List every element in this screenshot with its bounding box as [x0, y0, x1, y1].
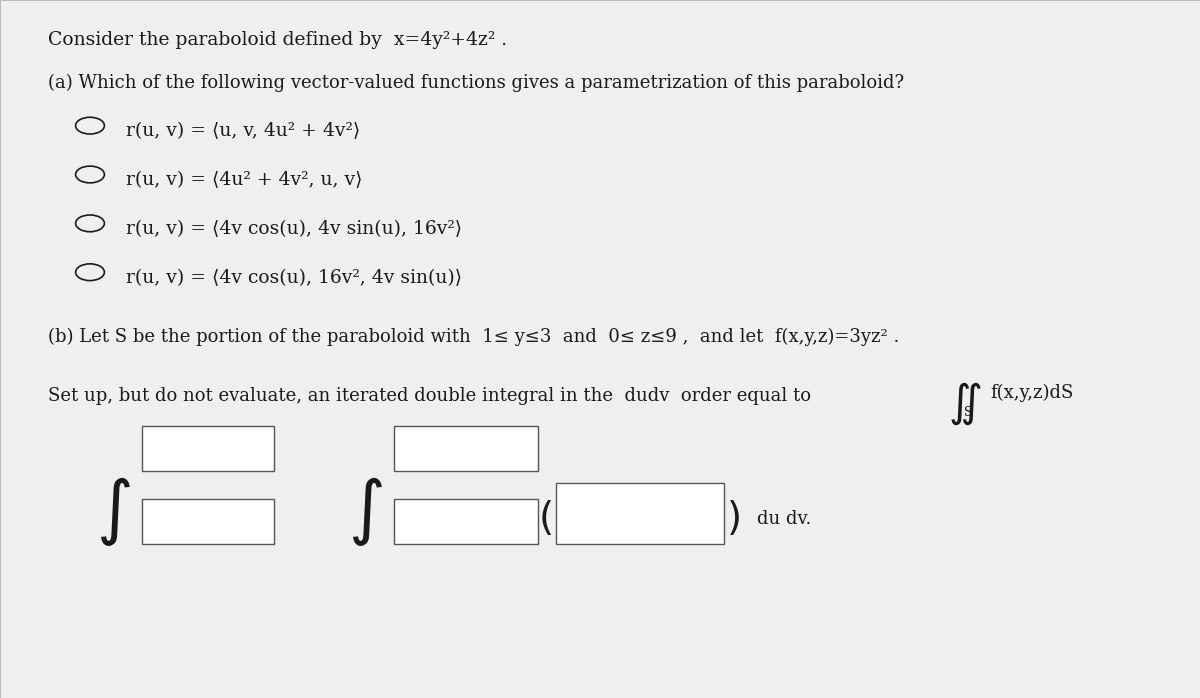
- Text: r(u, v) = ⟨4u² + 4v², u, v⟩: r(u, v) = ⟨4u² + 4v², u, v⟩: [126, 171, 362, 189]
- Text: du dv.: du dv.: [757, 510, 811, 528]
- Text: $\int$: $\int$: [348, 475, 383, 548]
- Text: (a) Which of the following vector-valued functions gives a parametrization of th: (a) Which of the following vector-valued…: [48, 73, 904, 91]
- FancyBboxPatch shape: [142, 499, 274, 544]
- Text: $($: $($: [538, 499, 552, 538]
- Text: Consider the paraboloid defined by  x=4y²+4z² .: Consider the paraboloid defined by x=4y²…: [48, 31, 508, 50]
- Text: r(u, v) = ⟨4v cos(u), 16v², 4v sin(u)⟩: r(u, v) = ⟨4v cos(u), 16v², 4v sin(u)⟩: [126, 269, 462, 287]
- Text: r(u, v) = ⟨u, v, 4u² + 4v²⟩: r(u, v) = ⟨u, v, 4u² + 4v²⟩: [126, 122, 360, 140]
- FancyBboxPatch shape: [142, 426, 274, 471]
- Text: r(u, v) = ⟨4v cos(u), 4v sin(u), 16v²⟩: r(u, v) = ⟨4v cos(u), 4v sin(u), 16v²⟩: [126, 220, 462, 238]
- Text: f(x,y,z)dS: f(x,y,z)dS: [990, 384, 1073, 402]
- Text: $)$: $)$: [726, 499, 740, 538]
- Text: S: S: [964, 406, 972, 419]
- FancyBboxPatch shape: [394, 499, 538, 544]
- Text: $\int$: $\int$: [96, 475, 131, 548]
- FancyBboxPatch shape: [556, 483, 724, 544]
- Text: $\iint$: $\iint$: [948, 380, 982, 427]
- Text: Set up, but do not evaluate, an iterated double integral in the  dudv  order equ: Set up, but do not evaluate, an iterated…: [48, 387, 811, 406]
- Text: (b) Let S be the portion of the paraboloid with  1≤ y≤3  and  0≤ z≤9 ,  and let : (b) Let S be the portion of the parabolo…: [48, 328, 899, 346]
- FancyBboxPatch shape: [394, 426, 538, 471]
